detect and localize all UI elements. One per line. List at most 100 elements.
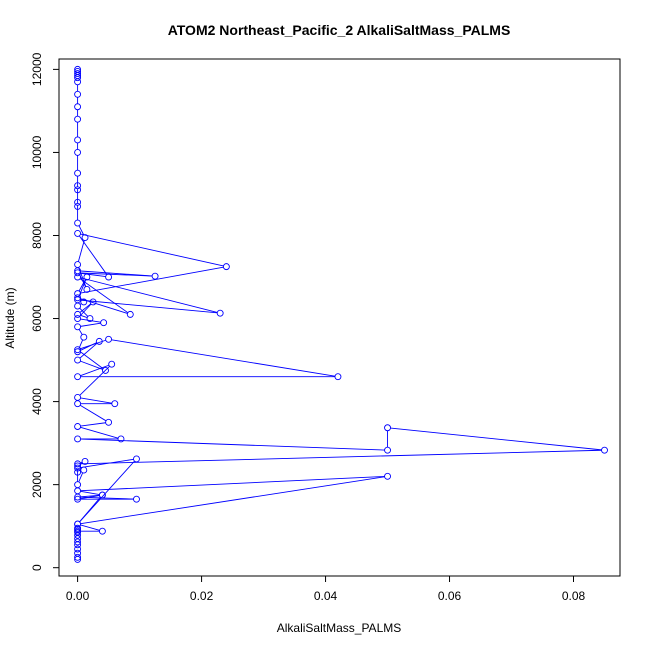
plot-frame xyxy=(58,58,621,577)
data-point xyxy=(89,298,97,306)
data-point xyxy=(74,294,82,302)
data-point xyxy=(74,186,82,194)
data-point xyxy=(74,460,82,468)
series-segment xyxy=(390,427,602,451)
data-point xyxy=(74,356,82,364)
data-point xyxy=(74,423,82,430)
series-segment xyxy=(80,524,100,531)
data-point xyxy=(80,298,88,306)
data-point xyxy=(74,202,82,210)
data-point xyxy=(74,310,82,318)
data-point xyxy=(133,455,140,463)
data-point xyxy=(74,148,82,156)
y-tick-label: 12000 xyxy=(30,52,44,86)
data-point xyxy=(126,310,134,318)
data-point xyxy=(105,335,113,343)
series-segment xyxy=(80,438,385,451)
series-segment xyxy=(80,494,100,498)
series-segment xyxy=(80,270,153,277)
x-tick-label: 0.06 xyxy=(438,589,462,603)
data-point xyxy=(74,393,82,401)
series-segment xyxy=(80,360,103,370)
data-point xyxy=(83,286,91,293)
data-point xyxy=(111,400,119,408)
series-segment xyxy=(80,476,385,525)
data-point xyxy=(601,446,608,454)
series-segment xyxy=(79,307,89,317)
x-tick-label: 0.04 xyxy=(314,589,338,603)
data-point xyxy=(74,400,82,408)
data-point xyxy=(74,524,82,532)
data-point xyxy=(74,65,82,73)
chart-title: ATOM2 Northeast_Pacific_2 AlkaliSaltMass… xyxy=(168,22,511,38)
series-segment xyxy=(80,272,106,278)
series-segment xyxy=(80,277,218,313)
series-segment xyxy=(79,404,107,422)
data-point xyxy=(74,464,82,472)
data-point xyxy=(105,418,113,426)
data-point xyxy=(80,333,88,341)
data-point xyxy=(74,90,82,98)
data-point xyxy=(74,68,82,75)
data-point xyxy=(74,115,82,123)
series-segment xyxy=(79,365,110,396)
x-axis: 0.00 0.02 0.04 0.06 0.08 xyxy=(66,575,586,603)
series-segment xyxy=(77,240,85,262)
y-tick-label: 2000 xyxy=(30,471,44,498)
data-point xyxy=(74,269,82,277)
series-segment xyxy=(80,314,88,319)
series-segment xyxy=(79,278,129,314)
data-point xyxy=(105,273,113,281)
data-point xyxy=(74,487,82,495)
data-point xyxy=(108,360,116,368)
series-segment xyxy=(78,472,84,483)
data-point xyxy=(74,373,82,381)
series-segment xyxy=(80,342,97,351)
x-tick-label: 0.08 xyxy=(562,589,586,603)
y-tick-label: 0 xyxy=(30,564,44,571)
series-segment xyxy=(79,303,92,313)
data-point xyxy=(74,348,82,356)
data-point xyxy=(151,272,159,280)
series-segment xyxy=(80,426,119,439)
data-point xyxy=(334,373,342,381)
data-point xyxy=(74,169,82,177)
data-point xyxy=(95,337,103,345)
data-point xyxy=(74,229,82,237)
data-point xyxy=(74,70,82,77)
series-segment xyxy=(80,322,101,327)
data-point xyxy=(74,553,82,561)
data-point xyxy=(74,538,82,546)
series-segment xyxy=(80,449,602,465)
data-point xyxy=(86,315,94,322)
series-segment xyxy=(80,490,100,495)
x-tick-label: 0.00 xyxy=(66,589,90,603)
data-point xyxy=(74,481,82,489)
data-point xyxy=(83,273,91,281)
series-segment xyxy=(80,476,385,492)
y-axis-label: Altitude (m) xyxy=(3,287,17,348)
series-segment xyxy=(111,339,336,377)
data-point xyxy=(74,103,82,111)
series-segment xyxy=(80,266,224,294)
data-point xyxy=(74,182,82,190)
data-point xyxy=(102,366,109,374)
data-point xyxy=(74,290,82,298)
x-tick-label: 0.02 xyxy=(190,589,214,603)
data-point xyxy=(74,136,82,144)
series-segment xyxy=(79,303,92,317)
data-point xyxy=(133,495,140,503)
data-point xyxy=(74,435,82,443)
data-point xyxy=(98,491,106,499)
series-segment xyxy=(80,299,218,314)
series-segment xyxy=(79,351,104,370)
data-point xyxy=(74,261,82,269)
data-point xyxy=(98,527,106,535)
y-tick-label: 10000 xyxy=(30,135,44,169)
y-tick-label: 8000 xyxy=(30,222,44,249)
series-segment xyxy=(80,397,112,404)
y-tick-label: 6000 xyxy=(30,305,44,332)
data-point xyxy=(384,446,391,454)
data-series xyxy=(74,65,608,563)
data-point xyxy=(74,549,82,557)
